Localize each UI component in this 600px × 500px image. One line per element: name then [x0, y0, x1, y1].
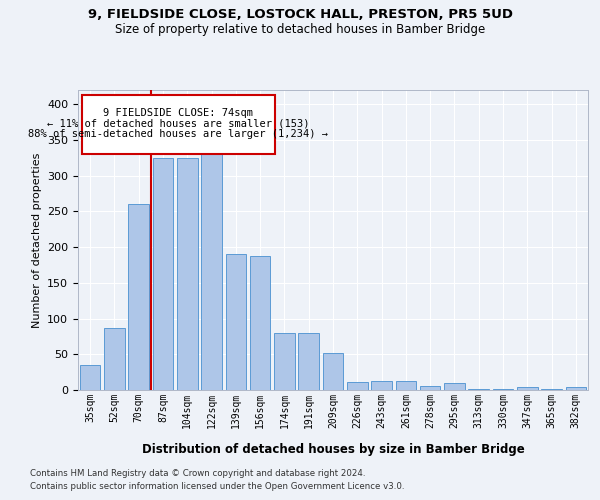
- Bar: [128, 204, 149, 390]
- Bar: [298, 333, 319, 390]
- Bar: [566, 387, 586, 390]
- Bar: [250, 256, 271, 390]
- Text: 9 FIELDSIDE CLOSE: 74sqm: 9 FIELDSIDE CLOSE: 74sqm: [103, 108, 253, 118]
- Bar: [395, 380, 416, 390]
- Bar: [177, 158, 197, 390]
- Bar: [104, 328, 125, 390]
- Bar: [469, 388, 489, 390]
- Text: 9, FIELDSIDE CLOSE, LOSTOCK HALL, PRESTON, PR5 5UD: 9, FIELDSIDE CLOSE, LOSTOCK HALL, PRESTO…: [88, 8, 512, 20]
- Text: Distribution of detached houses by size in Bamber Bridge: Distribution of detached houses by size …: [142, 442, 524, 456]
- Bar: [82, 95, 275, 154]
- Text: Size of property relative to detached houses in Bamber Bridge: Size of property relative to detached ho…: [115, 22, 485, 36]
- Bar: [80, 365, 100, 390]
- Bar: [274, 333, 295, 390]
- Bar: [201, 154, 222, 390]
- Text: Contains HM Land Registry data © Crown copyright and database right 2024.: Contains HM Land Registry data © Crown c…: [30, 468, 365, 477]
- Text: Contains public sector information licensed under the Open Government Licence v3: Contains public sector information licen…: [30, 482, 404, 491]
- Bar: [493, 388, 514, 390]
- Bar: [226, 254, 246, 390]
- Bar: [444, 383, 465, 390]
- Y-axis label: Number of detached properties: Number of detached properties: [32, 152, 41, 328]
- Bar: [371, 382, 392, 390]
- Bar: [152, 158, 173, 390]
- Text: 88% of semi-detached houses are larger (1,234) →: 88% of semi-detached houses are larger (…: [28, 130, 328, 140]
- Bar: [323, 353, 343, 390]
- Bar: [347, 382, 368, 390]
- Bar: [420, 386, 440, 390]
- Bar: [517, 387, 538, 390]
- Text: ← 11% of detached houses are smaller (153): ← 11% of detached houses are smaller (15…: [47, 118, 310, 128]
